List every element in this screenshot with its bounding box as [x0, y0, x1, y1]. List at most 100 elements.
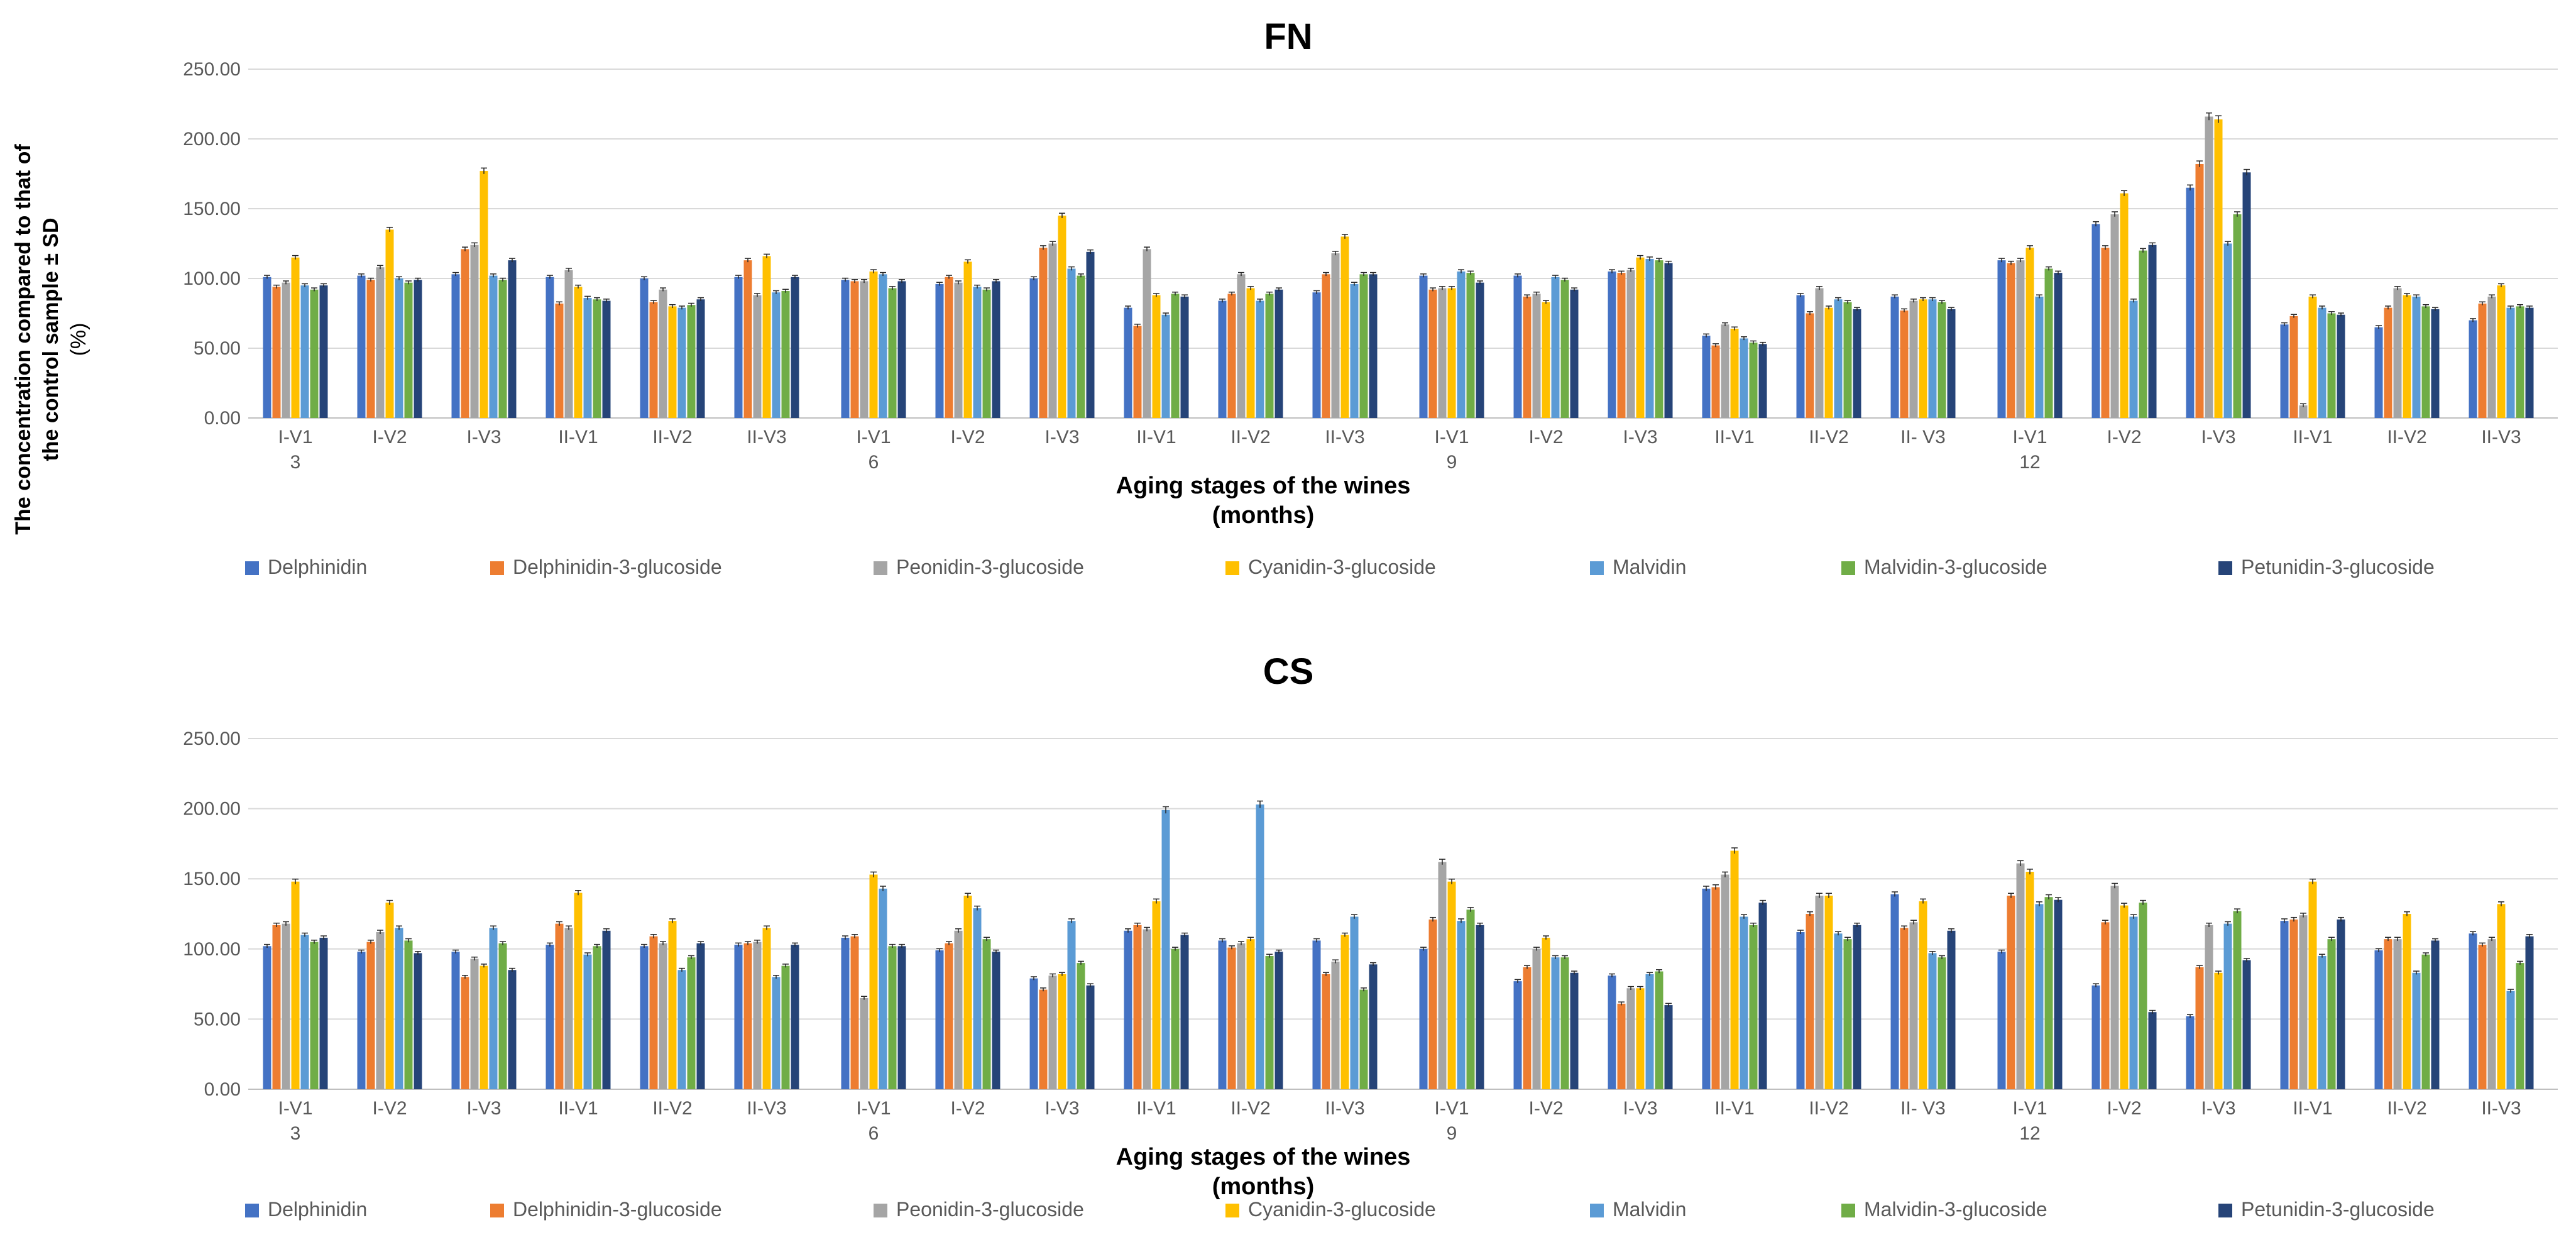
bar: [300, 935, 309, 1089]
x-tick-label: I-V3: [1044, 427, 1079, 448]
legend-label: Delphinidin: [268, 1198, 367, 1221]
bar: [2327, 939, 2336, 1089]
bar: [1834, 933, 1843, 1089]
bar: [1542, 302, 1550, 418]
bar: [935, 950, 944, 1089]
bar: [850, 936, 859, 1089]
bar: [888, 288, 897, 418]
legend-swatch: [490, 561, 504, 575]
bar: [2318, 307, 2327, 418]
bar: [897, 946, 906, 1089]
bar: [1419, 275, 1428, 418]
legend-swatch: [245, 1204, 259, 1217]
bar: [2101, 922, 2110, 1089]
bar: [973, 287, 982, 418]
bar: [1457, 271, 1466, 418]
bar: [1843, 939, 1852, 1089]
y-axis-title-line-2: the control sample ± SD: [39, 217, 63, 461]
bar: [461, 249, 469, 418]
bar: [1636, 988, 1645, 1089]
legend-swatch: [1841, 1204, 1855, 1217]
bar: [2478, 303, 2487, 418]
x-tick-label: II-V3: [2481, 427, 2521, 448]
bar: [753, 942, 762, 1089]
bar: [869, 271, 878, 418]
bar: [2393, 939, 2402, 1089]
bar: [649, 936, 658, 1089]
bar: [2205, 116, 2213, 419]
bar: [1542, 937, 1550, 1089]
bar: [781, 965, 790, 1089]
bar: [2044, 268, 2053, 418]
x-tick-label: I-V3: [2201, 1098, 2235, 1119]
bar: [2412, 296, 2421, 418]
x-tick-label: II-V1: [1136, 1098, 1176, 1119]
bar: [1227, 294, 1236, 418]
bar: [1331, 253, 1340, 418]
bar: [2214, 119, 2223, 419]
bar: [451, 952, 460, 1089]
bar: [2186, 187, 2195, 418]
bar: [1532, 948, 1541, 1089]
bar: [734, 945, 743, 1089]
bar: [2421, 306, 2430, 418]
bar: [300, 285, 309, 418]
bar: [1909, 300, 1918, 418]
bar: [1626, 270, 1635, 418]
bar: [1086, 985, 1095, 1089]
bar: [480, 965, 488, 1089]
bar: [2308, 881, 2317, 1089]
x-tick-label: II-V1: [2293, 427, 2332, 448]
bar: [1350, 283, 1359, 418]
bar: [545, 945, 554, 1089]
bar: [2148, 1012, 2157, 1089]
bar: [640, 946, 649, 1089]
bar: [762, 928, 771, 1089]
y-tick-label: 250.00: [183, 59, 241, 80]
bar: [1636, 257, 1645, 418]
chart-title: CS: [1263, 651, 1314, 692]
bar: [1029, 978, 1038, 1089]
x-tick-label: II-V3: [1325, 427, 1364, 448]
x-group-label: 9: [1447, 452, 1457, 473]
bar: [2374, 327, 2383, 418]
bar: [602, 930, 611, 1089]
bar: [1570, 972, 1579, 1089]
bar: [385, 229, 394, 418]
bar: [2506, 991, 2515, 1089]
bar: [1246, 288, 1255, 418]
bar: [2289, 919, 2298, 1089]
bar: [2469, 320, 2477, 418]
bar: [2025, 248, 2034, 418]
bar: [2242, 960, 2251, 1089]
bar: [982, 939, 991, 1089]
bar: [1937, 302, 1946, 418]
bar: [841, 937, 850, 1089]
bar: [1928, 953, 1937, 1089]
bar: [470, 244, 479, 418]
x-tick-label: II-V1: [1136, 427, 1176, 448]
bar: [319, 937, 328, 1089]
legend-label: Petunidin-3-glucoside: [2241, 1198, 2435, 1221]
bar: [677, 970, 686, 1089]
legend-label: Peonidin-3-glucoside: [896, 1198, 1084, 1221]
bar: [564, 928, 573, 1089]
x-tick-label: I-V2: [372, 1098, 407, 1119]
bar: [659, 943, 667, 1089]
legend-label: Malvidin: [1613, 1198, 1686, 1221]
bar: [1900, 310, 1909, 418]
bar: [1438, 288, 1447, 418]
bar: [1143, 929, 1151, 1089]
legend-swatch: [874, 561, 887, 575]
bar: [2337, 314, 2345, 418]
bar: [743, 943, 752, 1089]
legend-label: Cyanidin-3-glucoside: [1248, 556, 1436, 578]
bar: [1758, 344, 1767, 418]
bar: [508, 970, 517, 1089]
bar: [2091, 985, 2100, 1089]
bar: [1551, 277, 1560, 418]
x-group-label: 3: [290, 1123, 301, 1144]
x-tick-label: II-V2: [1809, 427, 1848, 448]
bar: [2233, 214, 2242, 418]
bar: [2469, 933, 2477, 1089]
